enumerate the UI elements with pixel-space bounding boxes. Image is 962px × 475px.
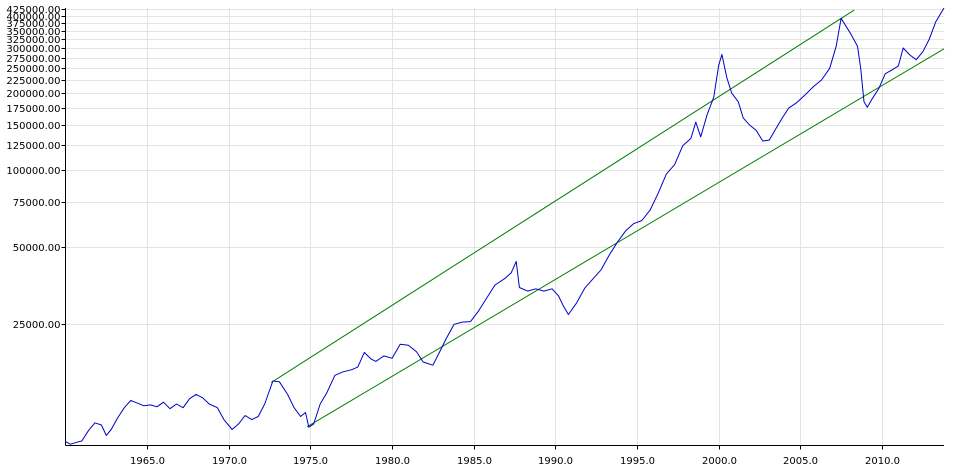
y-tick-label: 25000.00 [13, 320, 61, 331]
series-lines [65, 7, 945, 445]
x-tick-label: 2000.0 [702, 456, 737, 467]
y-tick-label: 225000.00 [6, 76, 60, 87]
x-tick-label: 1980.0 [375, 456, 410, 467]
y-tick-label: 250000.00 [6, 64, 60, 75]
trend-channel [270, 9, 945, 428]
y-tick-label: 400000.00 [6, 12, 60, 23]
x-tick-label: 1975.0 [293, 456, 328, 467]
x-tick-label: 1990.0 [538, 456, 573, 467]
y-tick-label: 175000.00 [6, 104, 60, 115]
channel-lower-line [306, 48, 945, 428]
y-tick-labels: 425000.00400000.00375000.00350000.003250… [6, 5, 66, 331]
grid [65, 8, 944, 446]
x-tick-label: 2005.0 [783, 456, 818, 467]
x-tick-label: 1970.0 [212, 456, 247, 467]
y-tick-label: 100000.00 [6, 166, 60, 177]
y-tick-label: 425000.00 [6, 5, 60, 16]
x-tick-label: 1985.0 [457, 456, 492, 467]
y-tick-label: 300000.00 [6, 44, 60, 55]
x-tick-labels: 1965.0 1970.0 1975.0 1980.0 1985.0 1990.0 1995… [130, 445, 900, 467]
x-tick-label: 1965.0 [130, 456, 165, 467]
channel-upper-line [270, 9, 855, 383]
x-tick-label: 2010.0 [865, 456, 900, 467]
y-tick-label: 375000.00 [6, 19, 60, 30]
y-tick-label: 50000.00 [13, 243, 61, 254]
y-tick-label: 75000.00 [13, 198, 61, 209]
y-tick-label: 200000.00 [6, 89, 60, 100]
y-tick-label: 350000.00 [6, 27, 60, 38]
y-tick-label: 275000.00 [6, 54, 60, 65]
y-tick-label: 125000.00 [6, 141, 60, 152]
x-tick-label: 1995.0 [620, 456, 655, 467]
y-tick-label: 325000.00 [6, 35, 60, 46]
y-tick-label: 150000.00 [6, 121, 60, 132]
series-line-0 [65, 7, 945, 445]
